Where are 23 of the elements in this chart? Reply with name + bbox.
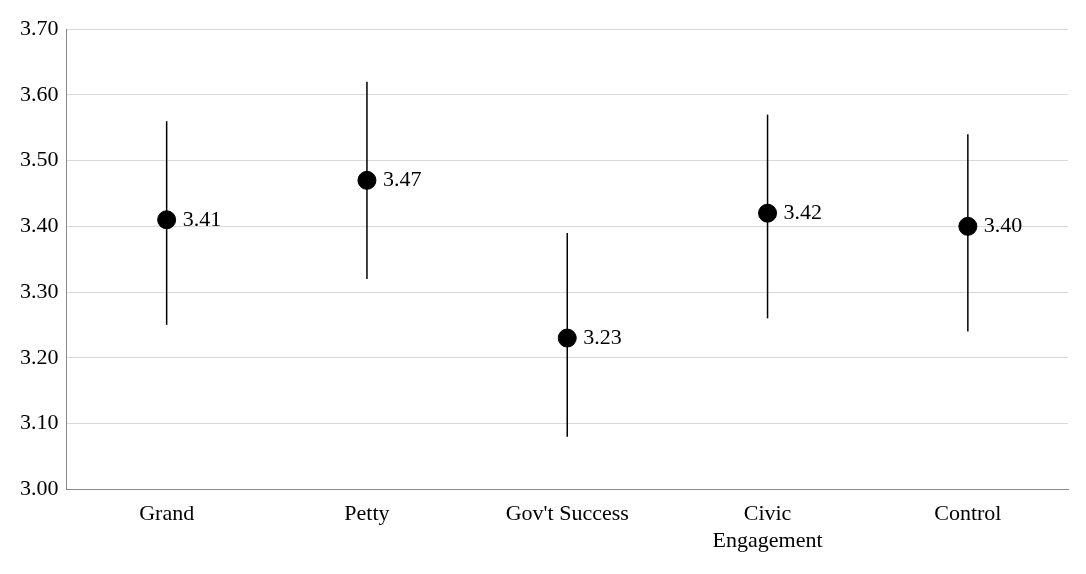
x-tick-label: Civic Engagement (712, 500, 823, 552)
y-tick-label: 3.00 (20, 474, 59, 500)
y-tick-label: 3.50 (20, 146, 59, 172)
y-tick-label: 3.10 (20, 409, 59, 435)
point (958, 216, 978, 236)
point (157, 210, 177, 230)
x-tick-label: Gov't Success (505, 500, 629, 526)
x-tick-label: Control (934, 500, 1002, 526)
y-tick-label: 3.20 (20, 343, 59, 369)
x-tick-label: Petty (344, 500, 390, 526)
data-label: 3.41 (182, 205, 222, 231)
data-label: 3.42 (783, 198, 823, 224)
point (557, 328, 577, 348)
x-tick-label: Grand (139, 500, 195, 526)
point (758, 203, 778, 223)
data-label: 3.40 (983, 212, 1023, 238)
y-tick-label: 3.40 (20, 212, 59, 238)
y-tick-label: 3.30 (20, 277, 59, 303)
point (357, 170, 377, 190)
data-label: 3.47 (382, 166, 422, 192)
y-tick-label: 3.60 (20, 80, 59, 106)
y-tick-label: 3.70 (20, 14, 59, 40)
data-label: 3.23 (583, 323, 622, 349)
